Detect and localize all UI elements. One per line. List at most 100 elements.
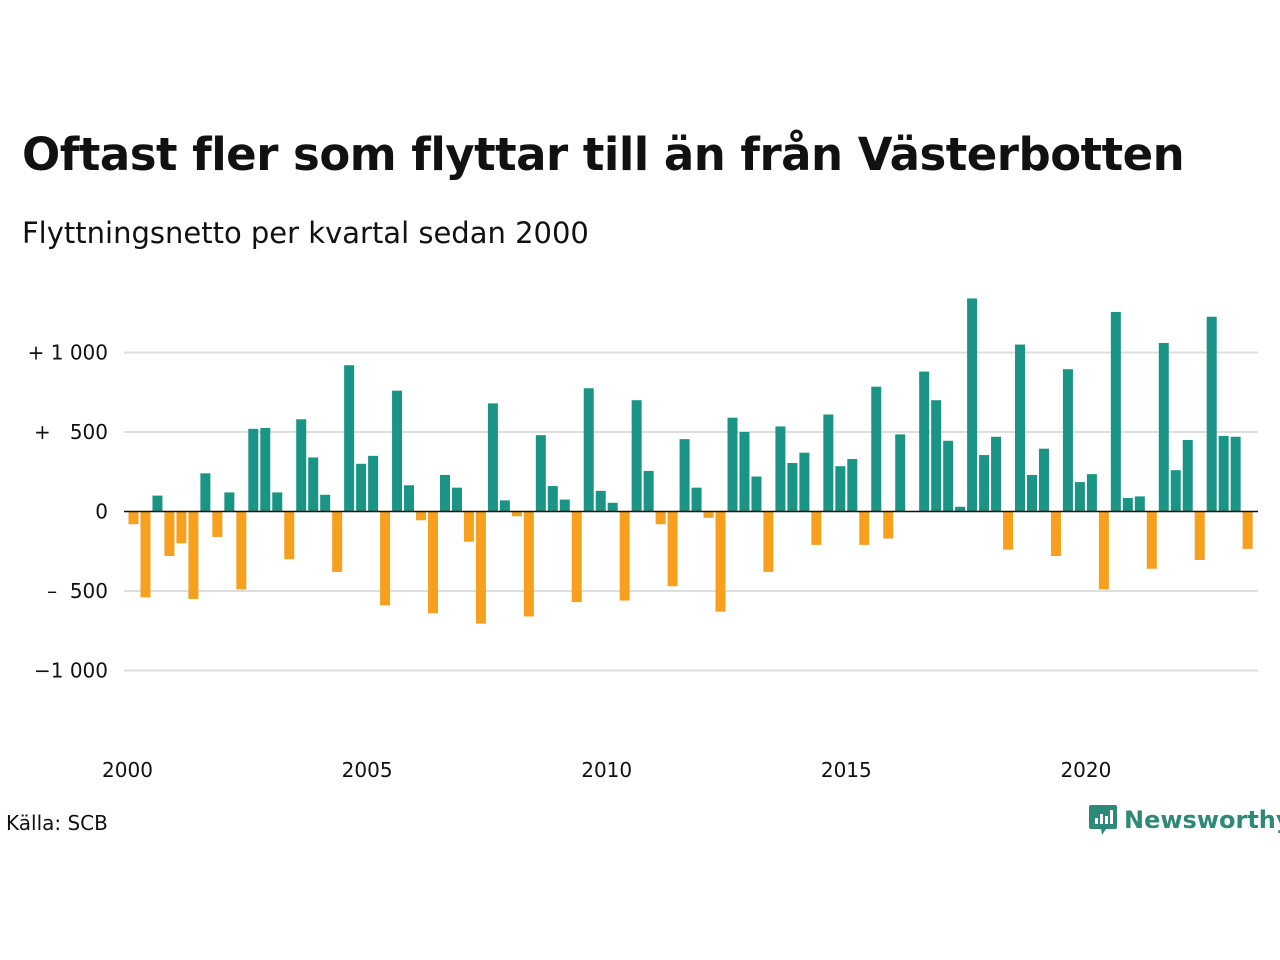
bar-positive xyxy=(1134,496,1145,512)
bar-positive xyxy=(1110,311,1121,512)
bar-positive xyxy=(643,470,654,512)
bar-negative xyxy=(164,511,175,557)
bar-negative xyxy=(428,511,438,614)
bar-positive xyxy=(1206,316,1217,512)
bar-negative xyxy=(1194,511,1205,560)
brand-logo: Newsworthy xyxy=(1088,803,1280,837)
bar-negative xyxy=(380,511,391,606)
bar-positive xyxy=(835,466,846,512)
bars xyxy=(128,298,1253,624)
bar-positive xyxy=(344,365,355,512)
bar-positive xyxy=(272,492,283,512)
bar-positive xyxy=(691,487,702,512)
bar-negative xyxy=(811,511,822,545)
bar-negative xyxy=(571,511,582,603)
bar-positive xyxy=(1086,474,1097,512)
bar-negative xyxy=(416,511,427,521)
bar-positive xyxy=(823,414,834,512)
bar-negative xyxy=(703,511,714,518)
bar-positive xyxy=(392,390,403,512)
bar-positive xyxy=(1170,470,1181,512)
y-tick-label: + 1 000 xyxy=(28,341,108,365)
y-tick-label: + 500 xyxy=(34,420,108,444)
newsworthy-logo-icon xyxy=(1089,805,1117,835)
bar-negative xyxy=(1242,511,1253,549)
bar-negative xyxy=(715,511,726,612)
bar-negative xyxy=(619,511,630,601)
bar-positive xyxy=(787,463,798,512)
bar-positive xyxy=(1062,369,1073,512)
bar-positive xyxy=(583,388,594,512)
y-tick-label: – 500 xyxy=(47,579,108,603)
bar-positive xyxy=(967,298,978,512)
bar-positive xyxy=(931,400,942,512)
bar-negative xyxy=(763,511,774,572)
bar-positive xyxy=(595,490,606,512)
bar-positive xyxy=(320,494,331,512)
bar-positive xyxy=(727,417,738,512)
bar-positive xyxy=(631,400,642,512)
bar-negative xyxy=(140,511,151,598)
bar-positive xyxy=(943,440,954,512)
bar-positive xyxy=(487,403,498,512)
bar-positive xyxy=(439,474,450,512)
bar-positive xyxy=(1015,344,1026,512)
bar-positive xyxy=(200,473,211,512)
bar-positive xyxy=(1158,342,1169,512)
bar-positive xyxy=(1230,436,1241,512)
bar-positive xyxy=(368,455,379,512)
bar-negative xyxy=(212,511,223,537)
bar-positive xyxy=(356,463,367,512)
bar-positive xyxy=(847,459,858,512)
bar-positive xyxy=(1218,435,1229,512)
bar-positive xyxy=(499,500,510,512)
bar-negative xyxy=(883,511,894,539)
bar-negative xyxy=(1098,511,1109,590)
bar-negative xyxy=(463,511,474,542)
bar-positive xyxy=(955,506,966,512)
bar-positive xyxy=(1038,448,1049,512)
x-tick-label: 2010 xyxy=(581,758,632,782)
bar-positive xyxy=(895,434,906,512)
bar-positive xyxy=(1122,497,1133,512)
bar-negative xyxy=(128,511,139,525)
bar-negative xyxy=(284,511,295,560)
bar-positive xyxy=(607,502,618,512)
bar-negative xyxy=(188,511,199,599)
bar-positive xyxy=(751,476,762,512)
bar-positive xyxy=(248,428,259,512)
chart-title: Oftast fler som flyttar till än från Väs… xyxy=(22,128,1185,181)
bar-positive xyxy=(979,455,990,512)
bar-positive xyxy=(1074,482,1085,512)
bar-negative xyxy=(1050,511,1061,557)
y-tick-label: −1 000 xyxy=(34,659,108,683)
chart-subtitle: Flyttningsnetto per kvartal sedan 2000 xyxy=(22,216,589,250)
bar-positive xyxy=(559,499,570,512)
bar-negative xyxy=(1146,511,1157,569)
bar-positive xyxy=(224,492,235,512)
bar-negative xyxy=(475,511,486,624)
bar-negative xyxy=(511,511,522,517)
x-tick-label: 2005 xyxy=(342,758,393,782)
bar-positive xyxy=(535,435,546,512)
bar-positive xyxy=(308,457,319,512)
bar-negative xyxy=(655,511,666,525)
bar-negative xyxy=(523,511,534,617)
bar-positive xyxy=(296,419,307,512)
bar-positive xyxy=(1182,439,1193,512)
bar-positive xyxy=(775,426,786,512)
x-axis-labels: 2000 2005 2010 2015 2020 xyxy=(102,758,1111,782)
x-tick-label: 2000 xyxy=(102,758,153,782)
bar-negative xyxy=(176,511,187,544)
bar-positive xyxy=(1027,474,1037,512)
bar-positive xyxy=(991,436,1002,512)
bar-negative xyxy=(332,511,343,572)
bar-positive xyxy=(152,495,163,512)
brand-name: Newsworthy xyxy=(1124,806,1280,834)
bar-positive xyxy=(451,487,462,512)
bar-positive xyxy=(260,428,271,512)
bar-negative xyxy=(859,511,870,545)
bar-negative xyxy=(1003,511,1014,550)
x-tick-label: 2015 xyxy=(821,758,872,782)
